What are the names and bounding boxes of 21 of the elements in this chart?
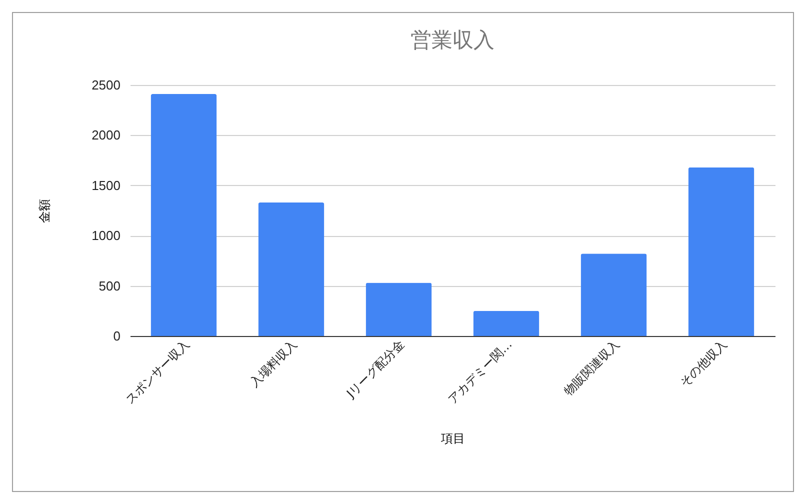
- y-tick-label: 0: [113, 328, 120, 344]
- bar: [688, 167, 754, 336]
- bar: [258, 202, 324, 336]
- bar: [366, 282, 432, 336]
- bar: [473, 310, 540, 336]
- y-axis-title: 金額: [38, 199, 52, 223]
- bar: [580, 254, 647, 336]
- bar: [150, 94, 217, 336]
- y-tick-label: 500: [98, 278, 120, 294]
- y-tick-label: 2000: [92, 128, 120, 143]
- x-tick-label: 物販関連収入: [561, 337, 622, 398]
- x-tick-label: スポンサー収入: [122, 337, 192, 406]
- y-tick-label: 1500: [92, 178, 120, 193]
- x-tick-label: 入場料収入: [247, 337, 300, 390]
- y-tick-label: 2500: [92, 78, 120, 92]
- x-tick-label: Jリーグ配分金: [343, 337, 408, 402]
- x-axis-title: 項目: [440, 432, 465, 446]
- y-tick-label: 1000: [92, 228, 120, 244]
- x-tick-label: アカデミー関…: [445, 337, 515, 406]
- x-tick-label: その他収入: [677, 337, 730, 390]
- chart-title: 営業収入: [410, 28, 494, 52]
